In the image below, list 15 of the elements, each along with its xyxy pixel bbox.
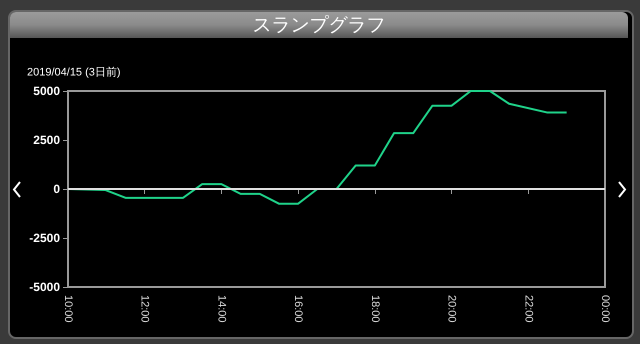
- y-tick-label: 2500: [33, 133, 60, 147]
- chart-subtitle: 2019/04/15 (3日前): [27, 66, 121, 78]
- x-tick-label: 18:00: [368, 295, 381, 323]
- x-tick-label: 12:00: [138, 295, 151, 323]
- x-tick-label: 00:00: [599, 295, 611, 323]
- y-tick-label: -5000: [29, 280, 60, 294]
- x-tick-label: 16:00: [292, 295, 304, 323]
- x-tick-label: 14:00: [215, 295, 228, 323]
- x-tick-label: 10:00: [62, 295, 74, 323]
- y-tick-label: -2500: [29, 231, 60, 245]
- x-tick-label: 20:00: [446, 295, 458, 323]
- chart-title: スランプグラフ: [10, 12, 628, 38]
- y-tick-label: 5000: [33, 84, 60, 98]
- y-tick-label: 0: [53, 182, 60, 196]
- x-tick-label: 22:00: [522, 295, 534, 323]
